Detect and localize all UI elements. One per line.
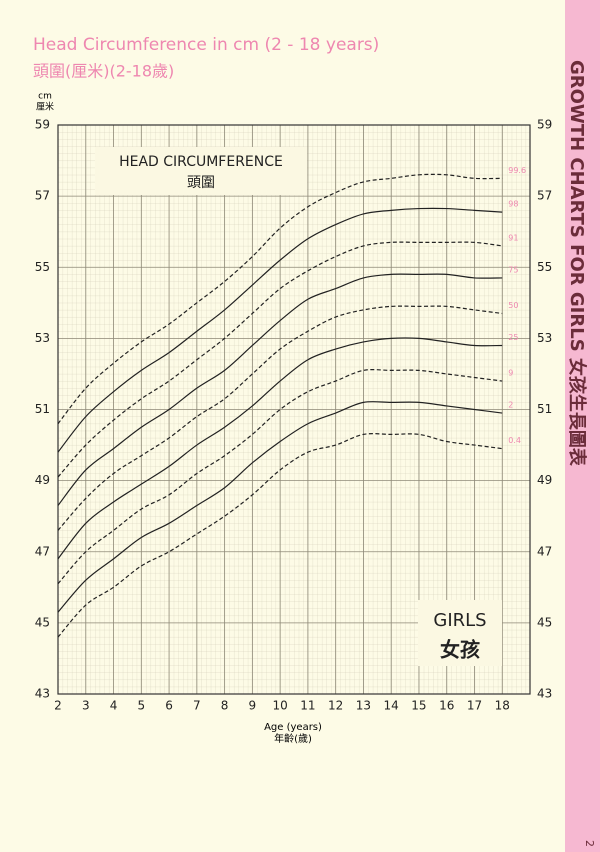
sex-box	[418, 600, 502, 666]
centile-label: 91	[508, 233, 518, 242]
x-tick-label: 14	[384, 699, 399, 713]
x-tick-label: 16	[439, 699, 454, 713]
y2-tick-label: 47	[537, 544, 552, 558]
x-tick-label: 12	[328, 699, 343, 713]
centile-label: 50	[508, 301, 518, 310]
centile-line	[57, 273, 503, 506]
x-tick-label: 5	[137, 699, 145, 713]
centile-line	[57, 305, 503, 531]
centile-label: 99.6	[508, 166, 526, 175]
centile-label: 2	[508, 401, 513, 410]
x-tick-label: 9	[249, 699, 257, 713]
centile-line	[57, 173, 503, 425]
x-tick-label: 4	[110, 699, 118, 713]
chart-label: HEAD CIRCUMFERENCE	[119, 154, 283, 170]
chart-label-zh: 頭圍	[187, 175, 215, 191]
y-tick-label: 59	[35, 118, 50, 132]
x-tick-label: 17	[467, 699, 482, 713]
y-tick-label: 43	[35, 687, 50, 701]
y2-tick-label: 55	[537, 260, 552, 274]
chart-subtitle: 頭圍(厘米)(2-18歲)	[33, 62, 174, 81]
centile-line	[57, 433, 503, 638]
x-tick-label: 18	[495, 699, 510, 713]
centile-line	[57, 241, 503, 478]
page-number: 2	[583, 840, 596, 847]
x-tick-label: 3	[82, 699, 90, 713]
y-tick-label: 51	[35, 402, 50, 416]
centile-label: 9	[508, 369, 513, 378]
y2-tick-label: 43	[537, 687, 552, 701]
centile-line	[57, 337, 503, 560]
side-banner	[565, 0, 600, 852]
x-tick-label: 2	[54, 699, 62, 713]
plot-frame	[57, 124, 531, 695]
centile-line	[57, 207, 503, 453]
y-axis-label-zh: 厘米	[36, 101, 54, 113]
x-axis-label: Age (years)	[264, 722, 322, 733]
label-box	[95, 147, 307, 195]
y-tick-label: 49	[35, 473, 50, 487]
centile-label: 75	[508, 265, 518, 274]
y-tick-label: 45	[35, 615, 50, 629]
y-tick-label: 55	[35, 260, 50, 274]
centile-label: 98	[508, 200, 518, 209]
x-tick-label: 7	[193, 699, 201, 713]
y2-tick-label: 49	[537, 473, 552, 487]
x-tick-label: 6	[165, 699, 173, 713]
sex-label-zh: 女孩	[440, 638, 480, 662]
centile-label: 0.4	[508, 436, 521, 445]
y2-tick-label: 57	[537, 189, 552, 203]
x-tick-label: 10	[272, 699, 287, 713]
y-tick-label: 57	[35, 189, 50, 203]
y2-tick-label: 59	[537, 118, 552, 132]
sex-label: GIRLS	[433, 610, 486, 631]
x-tick-label: 11	[300, 699, 315, 713]
y2-tick-label: 53	[537, 331, 552, 345]
centile-line	[57, 401, 503, 613]
y-tick-label: 47	[35, 544, 50, 558]
side-banner-title: GROWTH CHARTS FOR GIRLS 女孩生長圖表	[566, 60, 588, 467]
x-axis-label-zh: 年齡(歲)	[274, 732, 312, 745]
x-tick-label: 13	[356, 699, 371, 713]
y2-tick-label: 45	[537, 615, 552, 629]
y-axis-label: cm	[38, 92, 52, 102]
y2-tick-label: 51	[537, 402, 552, 416]
x-tick-label: 8	[221, 699, 229, 713]
x-tick-label: 15	[411, 699, 426, 713]
y-tick-label: 53	[35, 331, 50, 345]
centile-label: 25	[508, 333, 518, 342]
chart-title: Head Circumference in cm (2 - 18 years)	[33, 35, 379, 55]
